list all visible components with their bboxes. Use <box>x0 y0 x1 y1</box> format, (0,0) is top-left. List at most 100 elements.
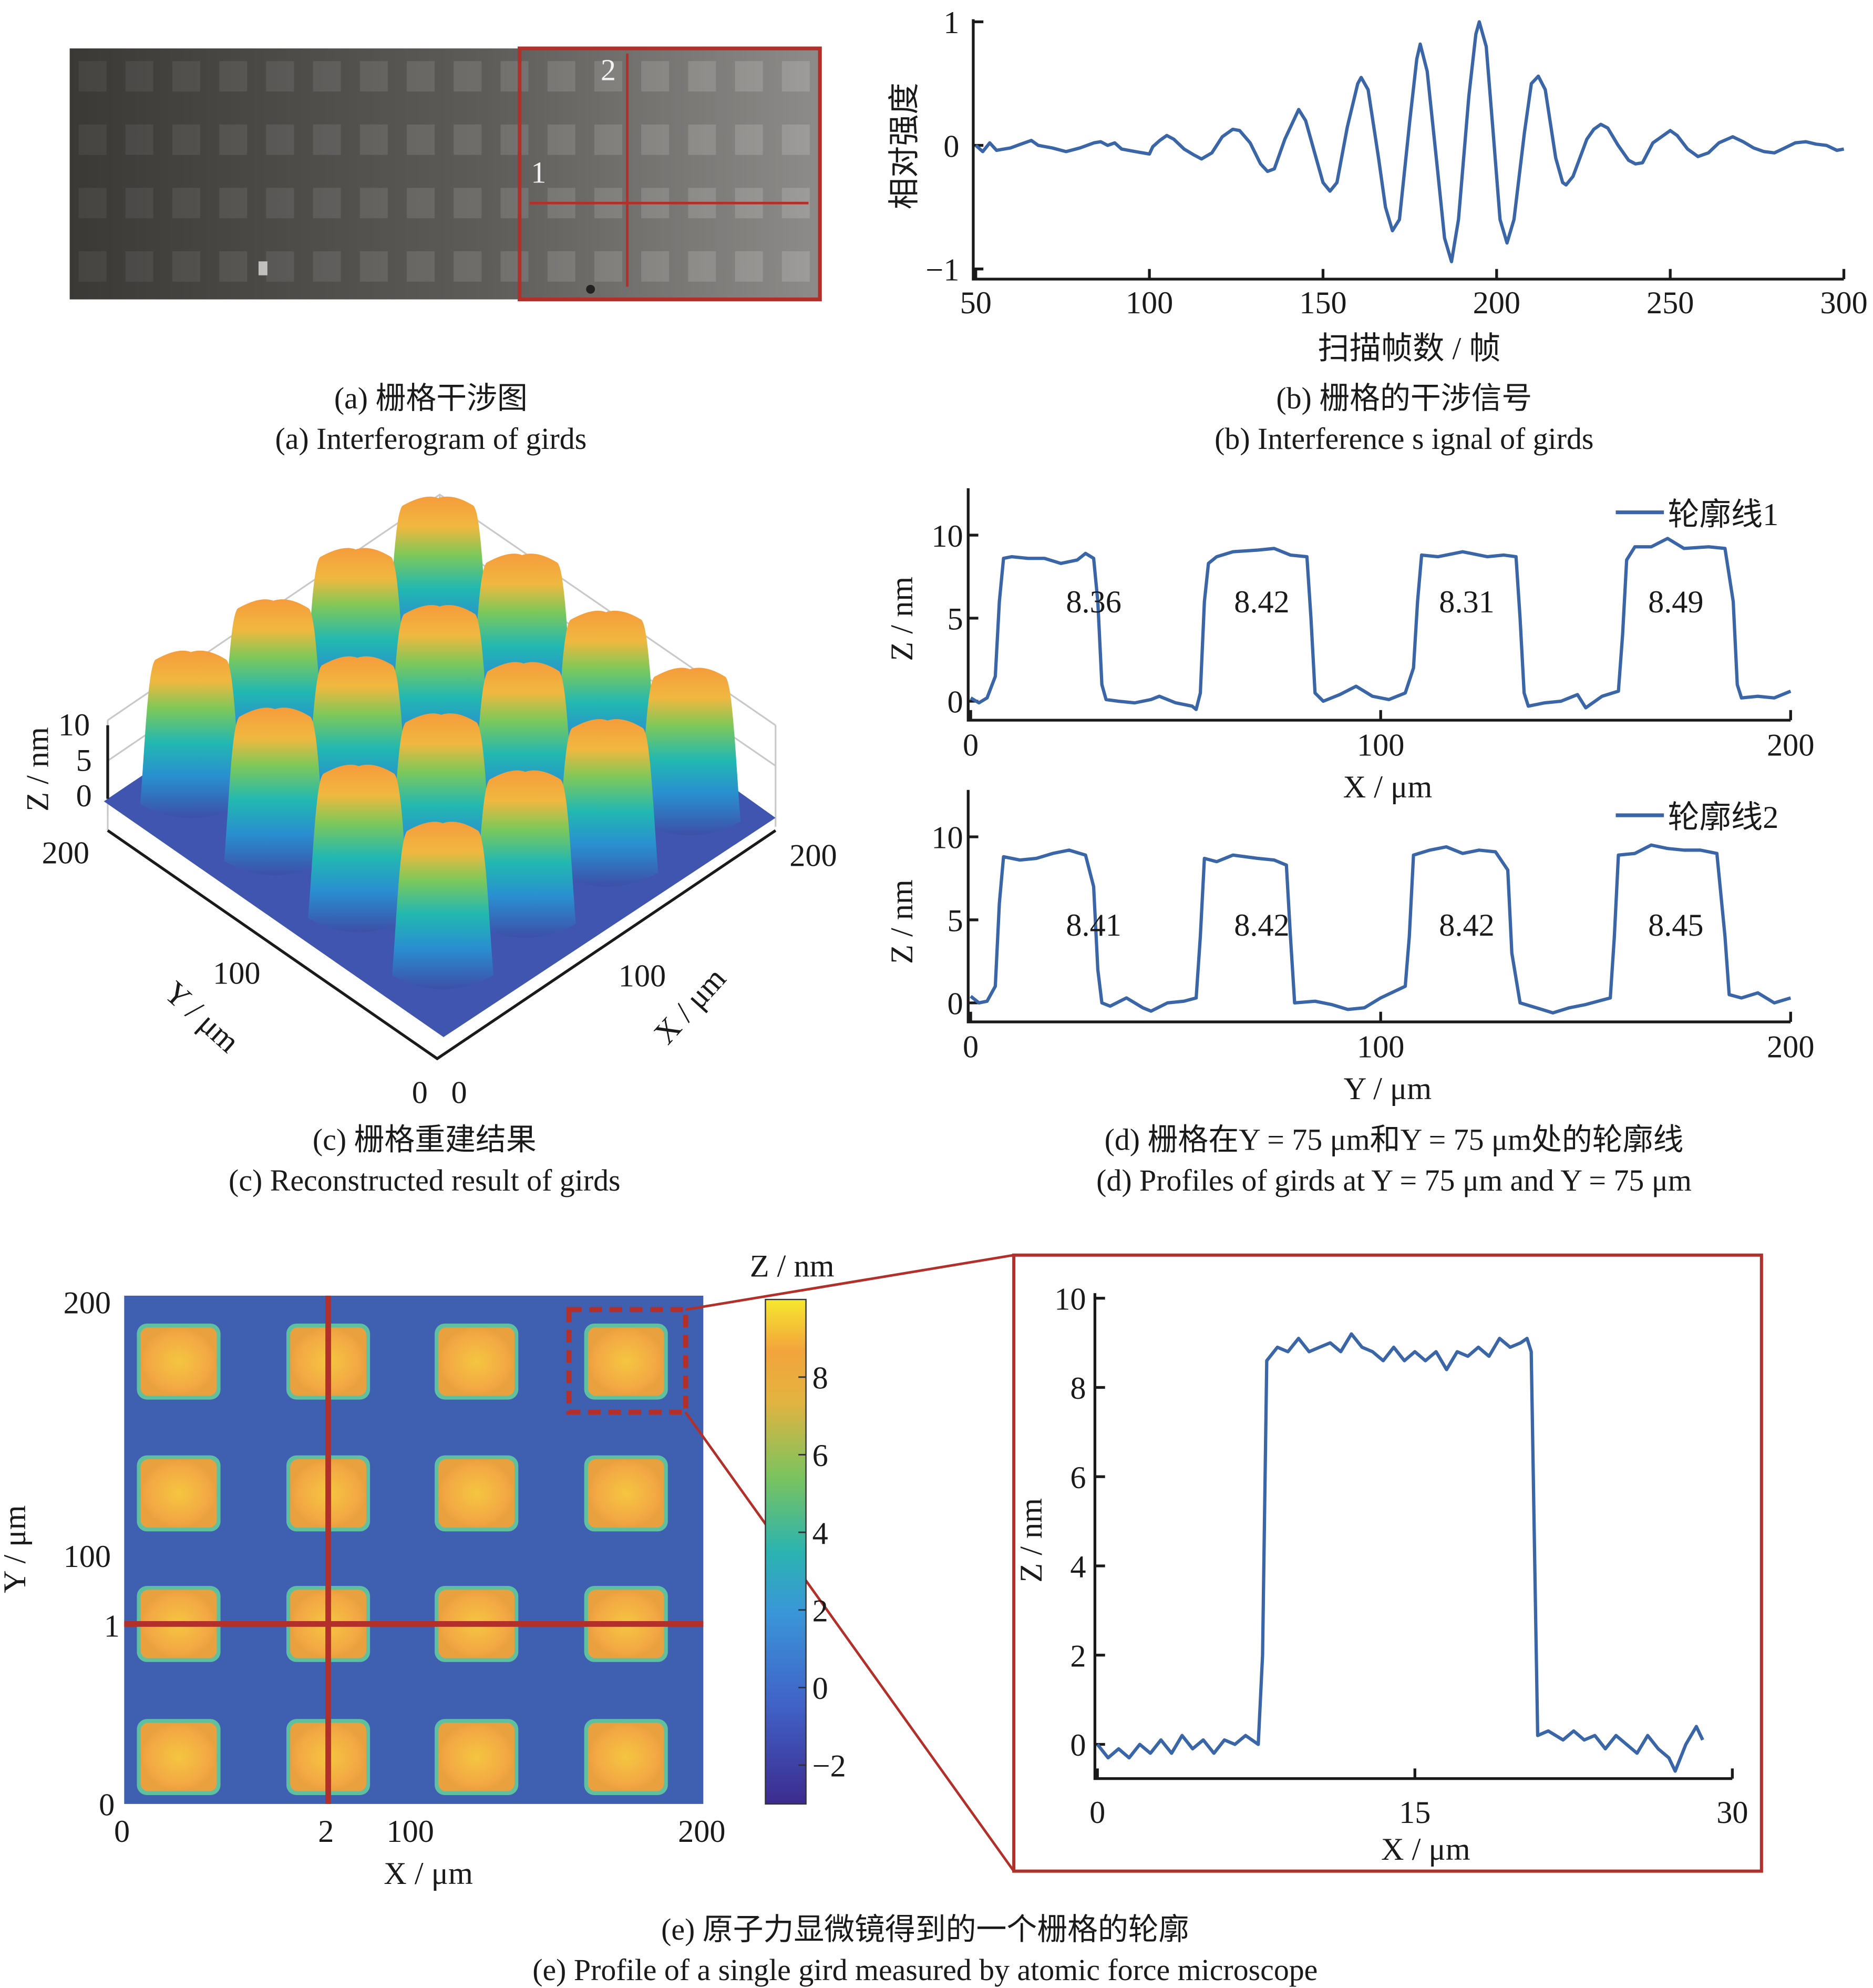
map-y-tick: 0 <box>99 1788 115 1823</box>
chart-b: 50 100 150 200 250 300 1 0 −1 扫描帧数 / 帧 相对强度 <box>887 5 1868 366</box>
x-tick-label: 15 <box>1399 1795 1431 1830</box>
step-height-label: 8.31 <box>1439 585 1494 620</box>
z-tick: 0 <box>76 778 92 814</box>
caption-c-en: (c) Reconstructed result of girds <box>229 1163 621 1197</box>
grid-cell <box>407 251 435 282</box>
caption-e-cn: (e) 原子力显微镜得到的一个栅格的轮廓 <box>661 1912 1189 1946</box>
grid-bump <box>557 719 658 887</box>
colorbar-tick-label: 2 <box>812 1593 828 1628</box>
x-axis-label: X / μm <box>1381 1832 1470 1867</box>
grid-cell <box>266 188 294 219</box>
panel-b-interference-signal: (b) 栅格的干涉信号 (b) Interference s ignal of … <box>887 5 1868 456</box>
grid-cell <box>172 124 200 155</box>
chart-d2: 0 100 200 10 5 0 Y / μm Z / nm 轮廓线2 8.41 8.42 8.42 8… <box>884 790 1814 1106</box>
grid-pad <box>588 1327 664 1396</box>
map-x-tick: 200 <box>678 1814 725 1849</box>
y-tick-label: 0 <box>947 685 963 720</box>
map-y-tick: 100 <box>64 1539 111 1574</box>
colorbar-tick-label: 6 <box>812 1438 828 1473</box>
chart-e: 0 15 30 10 8 6 4 2 0 X / μm Z / nm <box>1014 1282 1748 1867</box>
y-tick: 200 <box>42 836 89 871</box>
dust-particle <box>586 284 595 294</box>
map-x-tick: 2 <box>318 1814 334 1849</box>
grid-cell <box>172 188 200 219</box>
map-x-tick: 0 <box>114 1814 130 1849</box>
grid-cell <box>500 251 529 282</box>
grid-cell <box>266 124 294 155</box>
y-tick-label: 6 <box>1070 1460 1086 1495</box>
3d-grid-bumps <box>140 496 741 989</box>
grid-pad <box>140 1327 217 1396</box>
x-tick-label: 30 <box>1716 1795 1748 1830</box>
grid-cell <box>500 124 529 155</box>
y-tick-label: −1 <box>925 252 959 288</box>
grid-cell <box>313 251 341 282</box>
caption-d-en: (d) Profiles of girds at Y = 75 μm and Y… <box>1096 1163 1692 1197</box>
grid-cell <box>359 188 388 219</box>
grid-bump <box>140 650 242 818</box>
grid-cell <box>313 124 341 155</box>
grid-cell <box>781 124 810 155</box>
legend-label: 轮廓线1 <box>1668 497 1778 532</box>
grid-cell <box>359 251 388 282</box>
marker-2: 2 <box>601 53 616 87</box>
x-tick-label: 150 <box>1299 285 1346 321</box>
marker-1: 1 <box>531 156 546 190</box>
grid-cell <box>547 61 575 92</box>
map-y-tick: 1 <box>104 1609 120 1644</box>
grid-cell <box>125 188 153 219</box>
grid-cell <box>735 124 763 155</box>
step-height-label: 8.42 <box>1439 908 1494 943</box>
grid-cell <box>219 124 248 155</box>
map-y-tick: 200 <box>64 1286 111 1321</box>
caption-c-cn: (c) 栅格重建结果 <box>313 1123 537 1157</box>
y-axis-label: Z / nm <box>884 879 920 964</box>
grid-cell <box>781 61 810 92</box>
grid-cell <box>172 61 200 92</box>
y-tick-label: 10 <box>931 519 963 554</box>
grid-cell <box>641 61 670 92</box>
step-height-label: 8.42 <box>1234 585 1289 620</box>
y-tick-label: 10 <box>1054 1282 1086 1317</box>
grid-pad <box>140 1723 217 1791</box>
grid-pad <box>438 1327 515 1396</box>
series-line <box>970 537 1792 711</box>
x-tick-label: 100 <box>1357 728 1404 763</box>
caption-e-en: (e) Profile of a single gird measured by… <box>532 1953 1318 1987</box>
grid-cell <box>641 124 670 155</box>
grid-cell <box>219 61 248 92</box>
grid-cell <box>219 251 248 282</box>
step-height-label: 8.45 <box>1648 908 1703 943</box>
grid-cell <box>454 188 482 219</box>
caption-b-cn: (b) 栅格的干涉信号 <box>1276 381 1532 415</box>
interferogram-grid-pattern <box>78 61 810 294</box>
map-x-axis-label: X / μm <box>384 1856 473 1891</box>
grid-cell <box>735 251 763 282</box>
caption-a-cn: (a) 栅格干涉图 <box>334 381 528 415</box>
colorbar-ticks: 8 6 4 2 0 −2 <box>798 1360 846 1784</box>
x-tick-label: 0 <box>963 728 979 763</box>
grid-cell <box>313 188 341 219</box>
colorbar-tick-label: 8 <box>812 1360 828 1396</box>
map-x-tick: 100 <box>386 1814 434 1849</box>
grid-cell <box>594 251 622 282</box>
grid-cell <box>78 251 107 282</box>
x-tick-label: 250 <box>1646 285 1694 321</box>
grid-bump <box>224 708 326 875</box>
selection-box <box>518 46 822 302</box>
colorbar-title: Z / nm <box>750 1249 835 1284</box>
series-line <box>1096 1332 1704 1773</box>
grid-cell <box>547 124 575 155</box>
step-height-label: 8.42 <box>1234 908 1289 943</box>
zoom-region-box <box>566 1307 688 1415</box>
series-line <box>970 843 1792 1015</box>
grid-cell <box>78 188 107 219</box>
y-tick-label: 2 <box>1070 1638 1086 1674</box>
y-tick-label: 0 <box>947 987 963 1022</box>
grid-pad <box>588 1459 664 1528</box>
panel-c-3d-reconstruction: 10 5 0 Z / nm 200 100 0 Y / μm 0 100 200… <box>20 494 837 1197</box>
x-tick-label: 200 <box>1767 1030 1814 1065</box>
panel-a-interferogram: 2 1 (a) 栅格干涉图 (a) Interferogram of girds <box>69 46 822 456</box>
grid-cell <box>688 251 716 282</box>
x-tick-label: 100 <box>1126 285 1173 321</box>
